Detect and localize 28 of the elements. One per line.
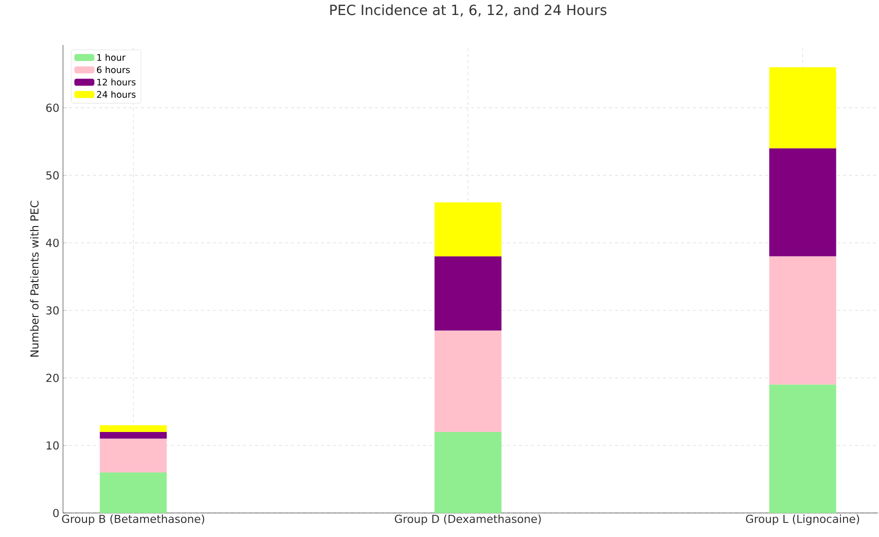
bar <box>434 330 502 432</box>
y-axis-title: Number of Patients with PEC <box>30 200 39 357</box>
bar <box>769 384 836 513</box>
bar <box>434 432 502 513</box>
y-tick-label: 40 <box>46 238 59 248</box>
legend-label: 24 hours <box>97 90 136 98</box>
y-tick-label: 20 <box>46 374 59 382</box>
y-tick-label: 10 <box>46 441 59 450</box>
bar <box>100 438 167 472</box>
y-tick-label: 60 <box>46 104 59 112</box>
legend-label: 1 hour <box>97 54 126 61</box>
bar <box>434 202 502 256</box>
bar <box>434 256 502 331</box>
y-tick-label: 50 <box>46 171 59 180</box>
bar <box>769 148 836 256</box>
bar <box>100 432 167 439</box>
legend-label: 6 hours <box>96 66 130 74</box>
bar <box>100 472 167 513</box>
x-tick-label: Group L (Lignocaine) <box>746 514 860 526</box>
legend-label: 12 hours <box>97 78 136 86</box>
chart-title: PEC Incidence at 1, 6, 12, and 24 Hours <box>330 4 606 17</box>
bar <box>769 67 836 148</box>
y-tick-label: 0 <box>53 508 59 518</box>
y-tick-label: 30 <box>46 306 59 315</box>
x-tick-label: Group B (Betamethasone) <box>62 514 204 526</box>
bar <box>769 256 836 385</box>
x-tick-label: Group D (Dexamethasone) <box>394 514 541 526</box>
bar <box>100 425 167 432</box>
